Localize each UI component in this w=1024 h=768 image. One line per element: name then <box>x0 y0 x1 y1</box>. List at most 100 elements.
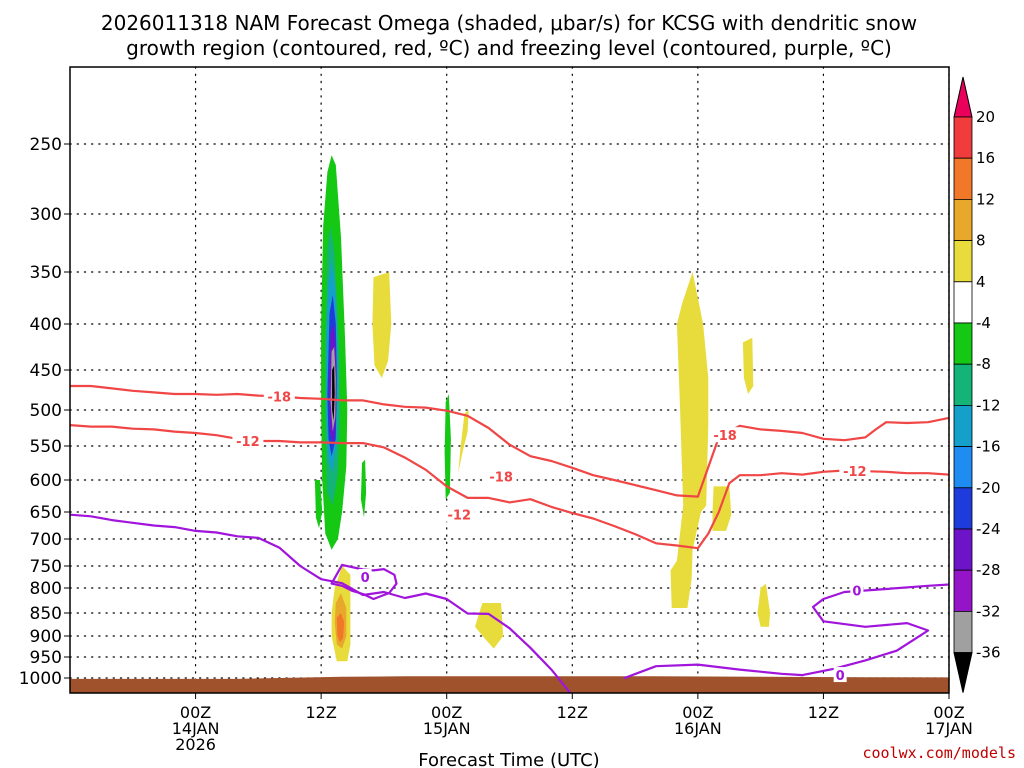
omega-descent-yellow-g <box>757 583 771 627</box>
x-tick-label-0-2: 14JAN <box>172 719 220 738</box>
omega-ascent-green-small-a <box>314 480 323 529</box>
omega-shading <box>314 155 771 662</box>
colorbar-band-13 <box>953 611 973 654</box>
colorbar-label-4: 4 <box>976 273 986 291</box>
colorbar-label-11: -28 <box>976 561 1001 579</box>
colorbar-band-8 <box>953 404 973 447</box>
y-tick-label-550: 550 <box>30 437 62 457</box>
x-tick-label-4-2: 16JAN <box>674 719 722 738</box>
plot-frame <box>69 66 950 694</box>
colorbar-label-8: -16 <box>976 438 1001 456</box>
contour-label-3: -12 <box>448 509 472 524</box>
colorbar-band-6 <box>953 322 973 365</box>
y-tick-label-1000: 1000 <box>19 669 62 689</box>
colorbar-band-4 <box>953 240 973 283</box>
colorbar-label-0: 20 <box>976 108 995 126</box>
contour-label-bg-4 <box>709 427 741 443</box>
colorbar-label-6: -8 <box>976 355 991 373</box>
y-tick-label-950: 950 <box>30 648 62 668</box>
colorbar-bottom-arrow <box>953 652 973 693</box>
contour-label-layer: -18 -12 -18 -12 -18 -12 0 0 0 <box>232 388 871 684</box>
colorbar-band-3 <box>953 198 973 241</box>
colorbar: 20 16 12 8 4 -4 -8 -12 -16 -20 -24 -28 -32 -36 <box>953 76 1001 693</box>
contour-label-bg-5 <box>839 463 871 479</box>
omega-ascent-green-jan15 <box>444 394 451 500</box>
colorbar-label-2: 12 <box>976 190 995 208</box>
contour-label-2: -18 <box>489 471 513 486</box>
y-tick-label-250: 250 <box>30 135 62 155</box>
contour-label-bg-8 <box>833 667 847 683</box>
y-tick-label-400: 400 <box>30 315 62 335</box>
x-tick-label-5-1: 12Z <box>808 703 839 722</box>
colorbar-label-12: -32 <box>976 602 1001 620</box>
terrain-ground <box>70 676 949 693</box>
x-tick-label-6-1: 00Z <box>933 703 964 722</box>
y-tick-label-450: 450 <box>30 361 62 381</box>
omega-descent-yellow-e <box>712 486 732 531</box>
omega-descent-orange <box>336 613 345 643</box>
site-credit: coolwx.com/models <box>862 744 1016 762</box>
contour-label-0: -18 <box>268 390 292 405</box>
colorbar-top-arrow <box>953 76 973 118</box>
chart-title-line1: 2026011318 NAM Forecast Omega (shaded, μ… <box>101 11 917 35</box>
x-tick-label-3-1: 12Z <box>557 703 588 722</box>
omega-descent-yellow-b <box>458 410 469 474</box>
contour-freezing-right <box>801 583 949 677</box>
colorbar-band-5 <box>953 281 973 324</box>
omega-descent-yellow-d <box>670 272 709 608</box>
chart-title-line2: growth region (contoured, red, ºC) and f… <box>126 36 892 60</box>
contour-label-bg-3 <box>443 506 475 522</box>
colorbar-label-7: -12 <box>976 396 1001 414</box>
y-tick-label-900: 900 <box>30 627 62 647</box>
contour-label-4: -18 <box>713 429 737 444</box>
contour-label-bg-1 <box>232 432 264 448</box>
y-tick-label-700: 700 <box>30 530 62 550</box>
y-tick-label-850: 850 <box>30 604 62 624</box>
x-tick-label-1-1: 12Z <box>305 703 336 722</box>
colorbar-band-7 <box>953 363 973 406</box>
colorbar-band-12 <box>953 569 973 612</box>
y-tick-label-500: 500 <box>30 401 62 421</box>
contour-label-8: 0 <box>836 669 845 684</box>
colorbar-label-1: 16 <box>976 149 995 167</box>
x-tick-label-2-2: 15JAN <box>423 719 471 738</box>
colorbar-band-10 <box>953 487 973 530</box>
y-tick-label-650: 650 <box>30 503 62 523</box>
x-tick-label-4-1: 00Z <box>682 703 713 722</box>
omega-ascent-green-small-b <box>360 459 367 518</box>
y-tick-label-800: 800 <box>30 579 62 599</box>
y-tick-label-600: 600 <box>30 471 62 491</box>
x-tick-label-0-1: 00Z <box>180 703 211 722</box>
omega-descent-yellow-a <box>372 272 392 378</box>
contour-label-6: 0 <box>361 571 370 586</box>
colorbar-band-9 <box>953 446 973 489</box>
x-axis-label: Forecast Time (UTC) <box>418 750 599 768</box>
contour-label-bg-6 <box>358 569 372 584</box>
contour-freezing-level <box>70 513 572 693</box>
colorbar-label-9: -20 <box>976 479 1001 497</box>
y-tick-label-750: 750 <box>30 557 62 577</box>
contour-label-5: -12 <box>843 465 867 480</box>
x-tick-label-0-3: 2026 <box>175 735 216 754</box>
y-tick-label-350: 350 <box>30 263 62 283</box>
terrain-layer <box>70 676 949 693</box>
x-tick-label-6-2: 17JAN <box>925 719 973 738</box>
x-tick-label-2-1: 00Z <box>431 703 462 722</box>
colorbar-label-10: -24 <box>976 520 1001 538</box>
contour-label-1: -12 <box>236 435 260 450</box>
contour-label-7: 0 <box>852 585 861 600</box>
colorbar-band-2 <box>953 157 973 200</box>
y-tick-label-300: 300 <box>30 205 62 225</box>
omega-descent-yellow-f <box>742 337 754 394</box>
colorbar-label-13: -36 <box>976 644 1001 662</box>
contour-label-bg-0 <box>263 388 295 404</box>
contour-freezing-lower <box>623 663 804 680</box>
plot-area <box>70 67 949 693</box>
colorbar-label-3: 8 <box>976 232 986 250</box>
contour-label-bg-7 <box>850 582 864 598</box>
omega-ascent-black <box>332 365 335 421</box>
colorbar-label-5: -4 <box>976 314 991 332</box>
